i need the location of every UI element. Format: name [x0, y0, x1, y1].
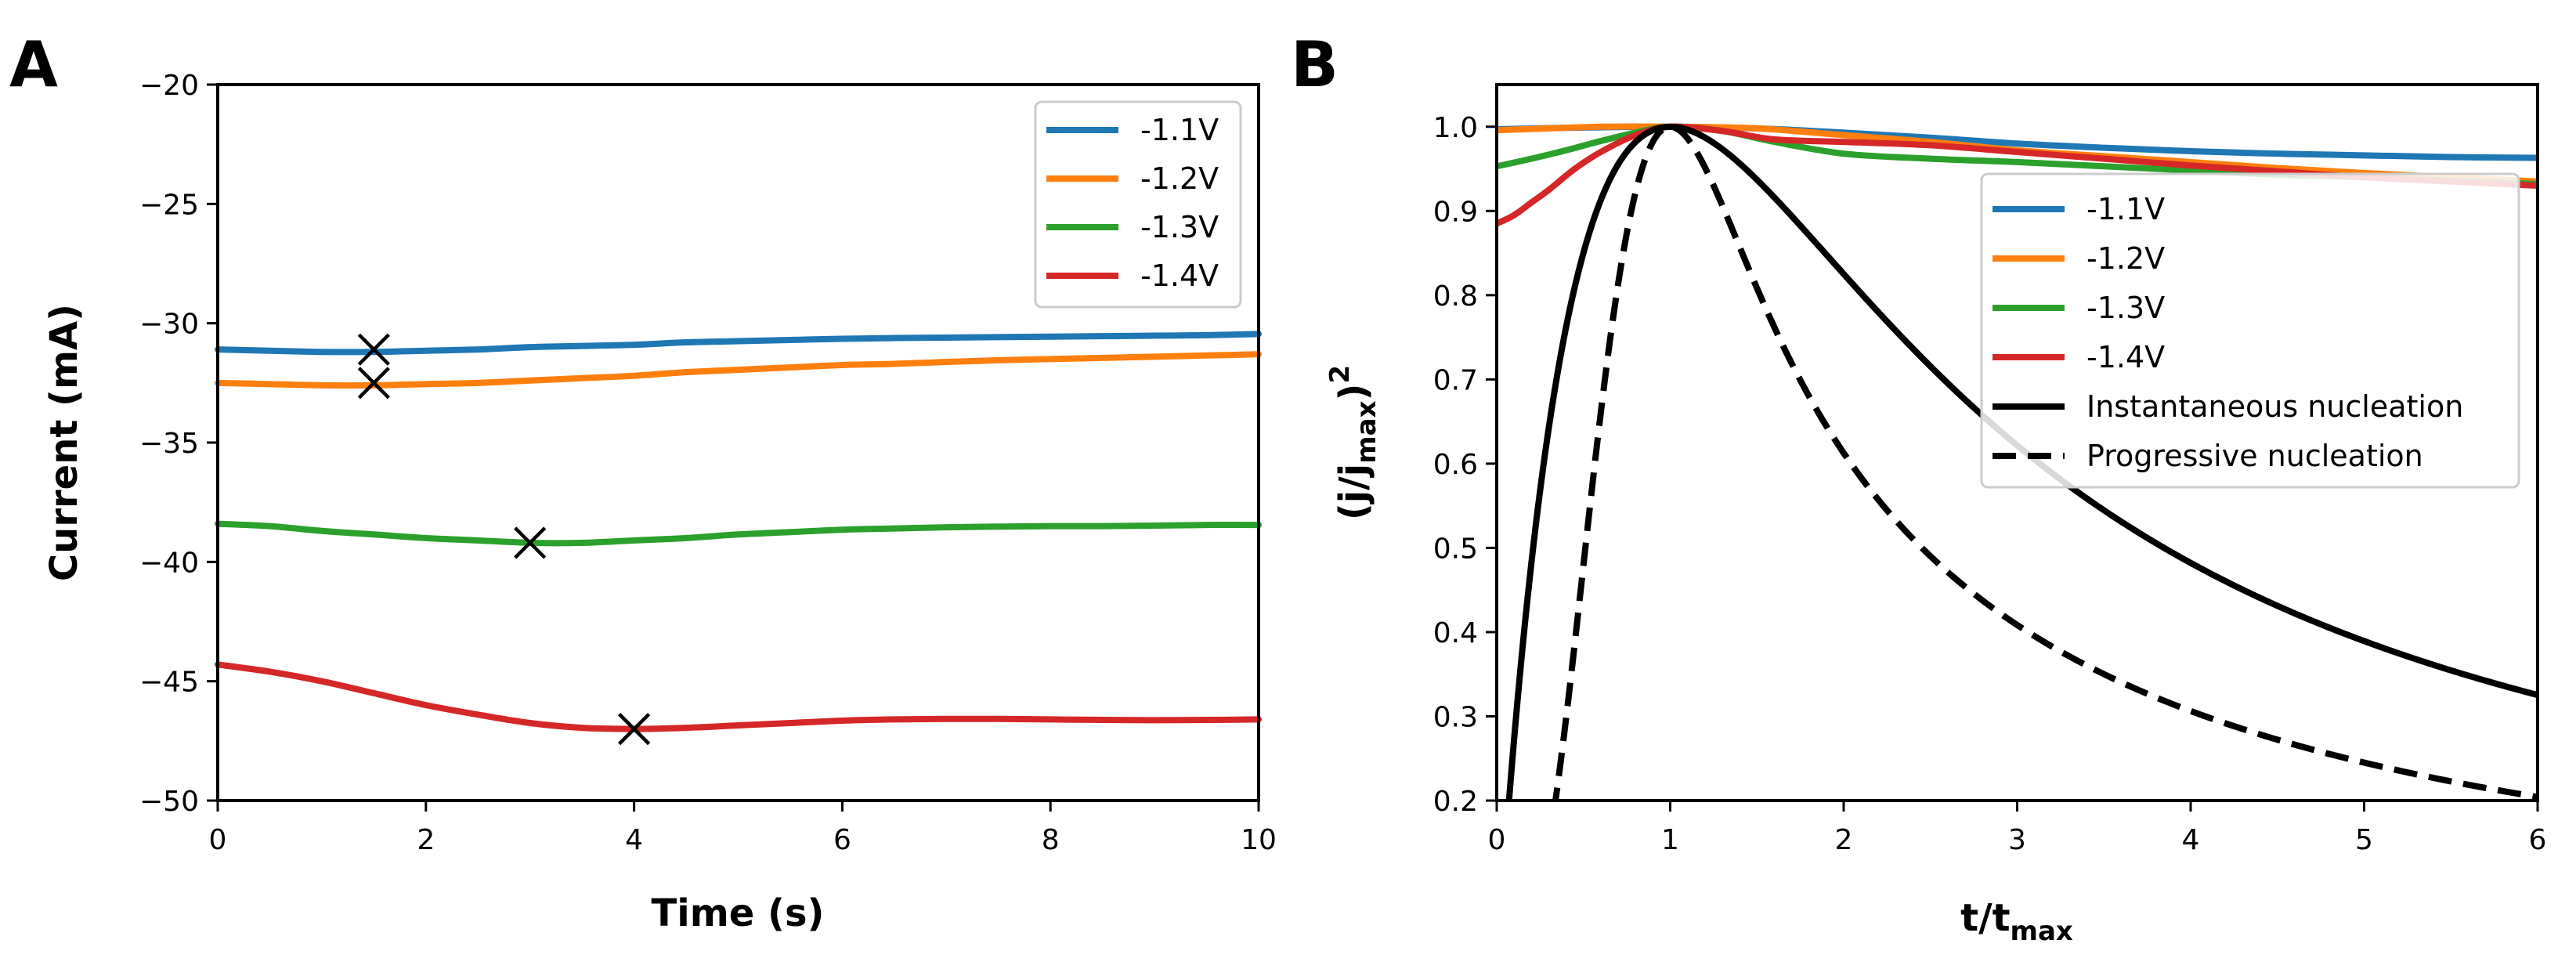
max-marker-1-3v	[514, 526, 547, 559]
series-line-1-1v	[215, 331, 1262, 356]
panel-b-x-tick-label: 6	[2529, 824, 2547, 856]
panel-b-y-axis-title-sup: 2	[1324, 365, 1356, 384]
panel-b-legend: -1.1V -1.2V -1.3V -1.4V Instantaneous nuclea…	[1980, 172, 2520, 489]
panel-b-y-tick-label: 0.3	[1433, 701, 1478, 733]
panel-b-y-tick-label: 0.2	[1433, 786, 1478, 818]
panel-a-series	[215, 331, 1262, 732]
legend-label-instantaneous-nucleation: Instantaneous nucleation	[2086, 389, 2463, 424]
panel-b-x-axis-title: t/tmax	[1960, 896, 2073, 947]
panel-a-y-tick-label: −35	[139, 428, 199, 460]
panel-b-x-axis-title-main: t/t	[1960, 896, 2010, 940]
panel-b-y-tick-label: 0.8	[1433, 280, 1478, 313]
panel-b-y-tick-label: 0.7	[1433, 364, 1478, 396]
series-line-1-4v	[215, 661, 1262, 732]
x-marker	[514, 526, 547, 559]
legend-label-1-4v: -1.4V	[2086, 340, 2165, 374]
panel-a-letter: A	[9, 28, 58, 101]
panel-b-x-tick-label: 4	[2182, 824, 2200, 856]
panel-a-x-tick-label: 4	[625, 824, 643, 856]
panel-b-y-tick-label: 0.9	[1433, 196, 1478, 228]
panel-b-letter: B	[1291, 28, 1339, 101]
panel-b-y-tick-label: 0.4	[1433, 617, 1478, 649]
panel-a-y-tick-label: −25	[139, 189, 199, 221]
panel-b-x-ticks: 0 1 2 3 4 5 6	[1488, 801, 2547, 856]
panel-b-y-axis-title-main: (j/j	[1331, 464, 1375, 520]
panel-b-x-tick-label: 3	[2008, 824, 2026, 856]
max-marker-1-2v	[357, 367, 390, 400]
series-line-1-3v	[215, 520, 1262, 547]
panel-a-x-tick-label: 0	[209, 824, 227, 856]
panel-b-y-ticks: 0.2 0.3 0.4 0.5 0.6 0.7 0.8 0.9 1.0	[1433, 112, 1497, 818]
max-marker-1-4v	[618, 713, 651, 746]
panel-a-legend: -1.1V -1.2V -1.3V -1.4V	[1034, 100, 1242, 309]
x-marker	[357, 333, 390, 366]
panel-a-y-tick-label: −50	[139, 786, 199, 818]
max-marker-1-1v	[357, 333, 390, 366]
panel-b-x-tick-label: 1	[1661, 824, 1679, 856]
legend-label-1-1v: -1.1V	[2086, 192, 2165, 226]
series-line-1-2v	[215, 351, 1262, 389]
panel-a: A 0 2 4 6 8 10 −50 −45 −40 −35 −30 −25 −20 Time (s)…	[9, 28, 1277, 935]
legend-label-1-1v: -1.1V	[1140, 113, 1219, 147]
panel-a-y-ticks: −50 −45 −40 −35 −30 −25 −20	[139, 70, 218, 818]
series-line-progressive-nucleation	[1552, 123, 2538, 801]
panel-b-y-axis-title: (j/jmax)2	[1324, 365, 1382, 520]
panel-a-y-tick-label: −40	[139, 547, 199, 579]
panel-b-y-tick-label: 0.5	[1433, 533, 1478, 565]
panel-b-y-tick-label: 0.6	[1433, 449, 1478, 481]
panel-b-x-tick-label: 2	[1835, 824, 1853, 856]
panel-a-markers	[357, 333, 651, 746]
panel-a-x-tick-label: 2	[417, 824, 435, 856]
panel-a-y-axis-title: Current (mA)	[42, 304, 86, 581]
panel-a-y-tick-label: −45	[139, 667, 199, 699]
panel-a-x-axis-title: Time (s)	[652, 891, 825, 935]
panel-b-x-axis-title-sub: max	[2011, 916, 2073, 947]
panel-a-legend-box	[1034, 100, 1242, 309]
panel-a-x-tick-label: 8	[1042, 824, 1060, 856]
x-marker	[357, 367, 390, 400]
legend-label-1-3v: -1.3V	[2086, 291, 2165, 325]
panel-a-y-tick-label: −20	[139, 70, 199, 102]
panel-b: B 0 1 2 3 4 5 6 0.2 0.3 0.4 0.5 0.6 0.7 0.8 0.9 1.0 t/…	[1291, 28, 2547, 947]
panel-a-x-tick-label: 10	[1241, 824, 1277, 856]
panel-a-y-tick-label: −30	[139, 309, 199, 341]
legend-label-1-3v: -1.3V	[1140, 210, 1219, 244]
legend-label-1-2v: -1.2V	[2086, 241, 2165, 276]
panel-b-y-tick-label: 1.0	[1433, 112, 1478, 144]
legend-label-1-4v: -1.4V	[1140, 259, 1219, 293]
panel-b-y-axis-title-sub: max	[1351, 400, 1382, 463]
panel-a-x-tick-label: 6	[833, 824, 851, 856]
panel-b-x-tick-label: 0	[1488, 824, 1506, 856]
panel-b-x-tick-label: 5	[2355, 824, 2373, 856]
x-marker	[618, 713, 651, 746]
legend-label-1-2v: -1.2V	[1140, 161, 1219, 196]
panel-b-legend-box	[1980, 172, 2520, 489]
legend-label-progressive-nucleation: Progressive nucleation	[2086, 439, 2423, 473]
panel-b-y-axis-title-close: )	[1331, 384, 1375, 401]
panel-a-x-ticks: 0 2 4 6 8 10	[209, 801, 1277, 856]
